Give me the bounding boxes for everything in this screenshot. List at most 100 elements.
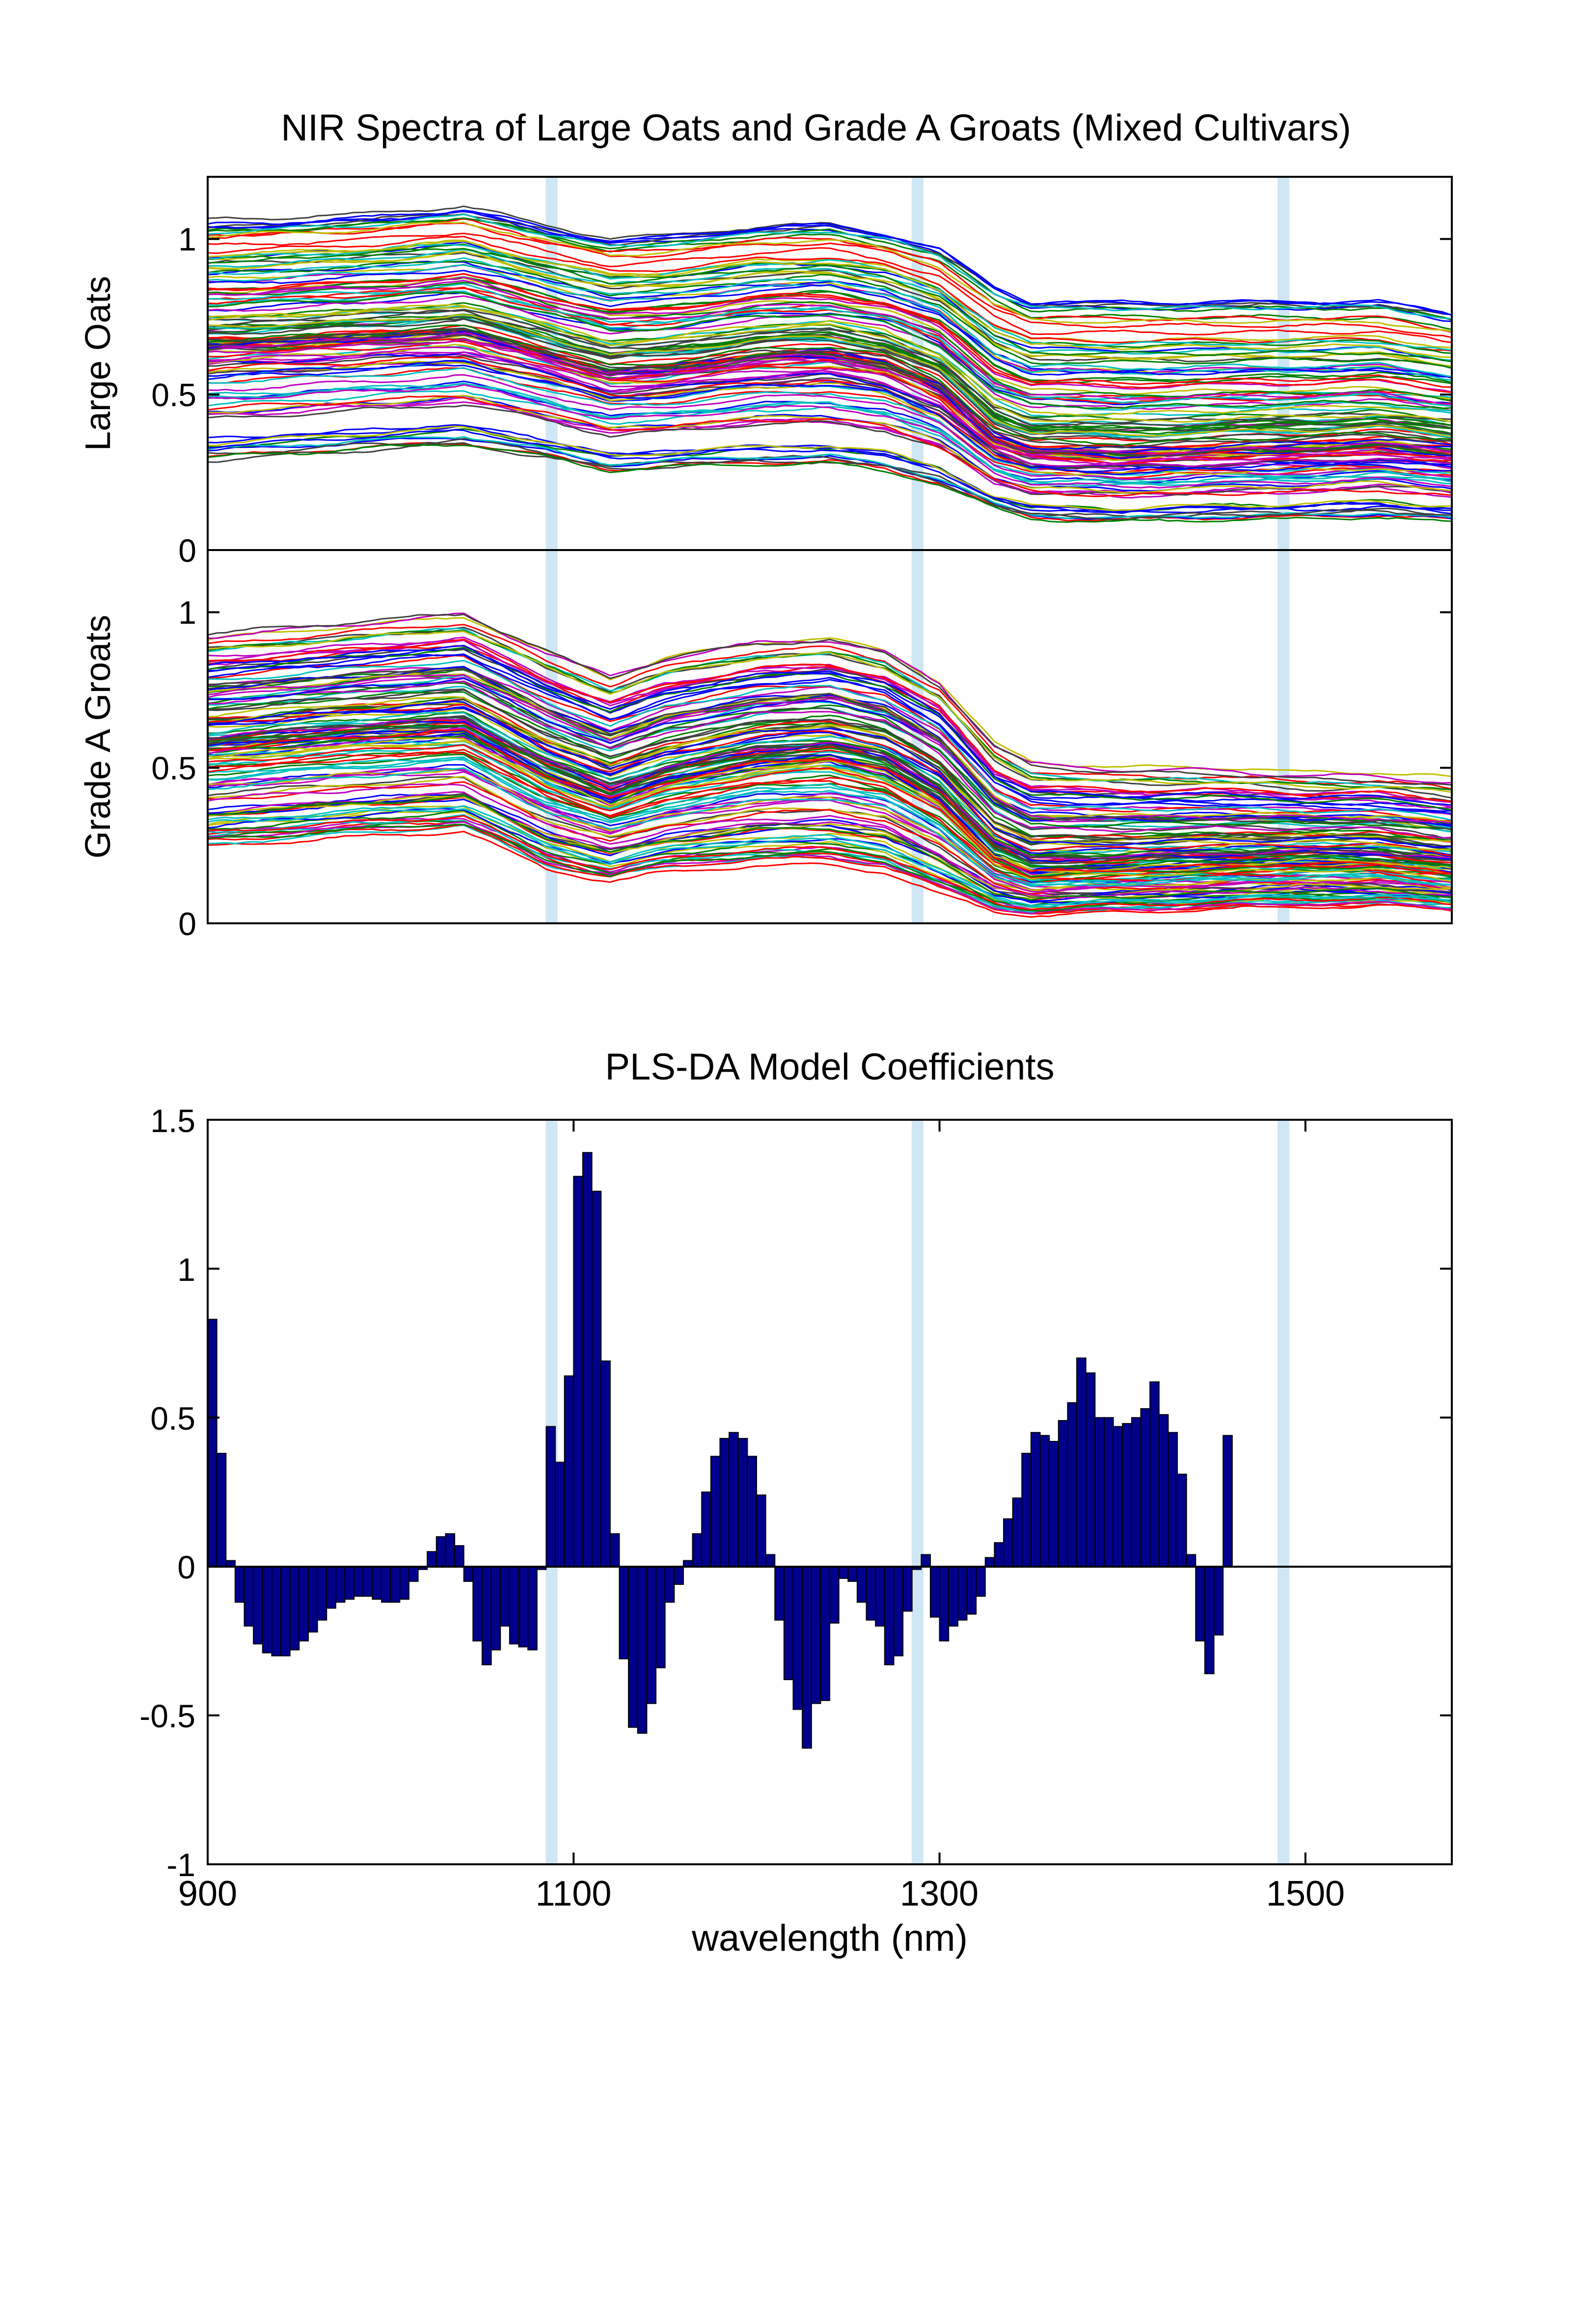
spectrum-line bbox=[207, 244, 1452, 351]
spectrum-line bbox=[207, 236, 1452, 352]
y-axis-label: Grade A Groats bbox=[79, 615, 118, 858]
spectrum-line bbox=[207, 395, 1452, 492]
spectrum-line bbox=[207, 740, 1452, 879]
y-tick-label-1: 1 bbox=[177, 1251, 195, 1288]
spectra-lines bbox=[207, 205, 1452, 523]
y-tick-label-1: 1 bbox=[178, 221, 196, 257]
coefficient-bar-910 bbox=[225, 1560, 236, 1567]
coefficient-bar-1345 bbox=[1021, 1453, 1032, 1567]
coefficient-bar-1035 bbox=[454, 1545, 464, 1567]
coefficient-bar-1200 bbox=[756, 1494, 766, 1567]
coefficient-bar-1165 bbox=[692, 1533, 703, 1567]
coefficient-bar-1280 bbox=[902, 1566, 913, 1612]
spectrum-line bbox=[207, 291, 1452, 409]
spectrum-line bbox=[207, 700, 1452, 848]
spectrum-line bbox=[207, 221, 1452, 332]
spectrum-line bbox=[207, 667, 1452, 830]
spectrum-line bbox=[207, 429, 1452, 514]
spectrum-line bbox=[207, 724, 1452, 867]
spectrum-line bbox=[207, 612, 1452, 784]
spectrum-line bbox=[207, 681, 1452, 839]
coefficient-bar-1210 bbox=[774, 1566, 785, 1621]
coefficient-bar-1175 bbox=[710, 1456, 721, 1567]
coefficient-bar-1105 bbox=[582, 1152, 593, 1567]
spectrum-line bbox=[207, 830, 1452, 918]
spectrum-line bbox=[207, 384, 1452, 489]
coefficient-bar-1425 bbox=[1168, 1432, 1178, 1567]
spectrum-line bbox=[207, 232, 1452, 343]
coefficient-bar-970 bbox=[335, 1566, 346, 1603]
y-tick-label-0: 0 bbox=[178, 532, 196, 569]
coefficient-bar-1455 bbox=[1223, 1435, 1233, 1567]
spectrum-line bbox=[207, 210, 1452, 316]
highlight-band-1288 bbox=[911, 1120, 924, 1864]
spectrum-line bbox=[207, 314, 1452, 437]
coefficient-bar-1290 bbox=[921, 1554, 931, 1567]
coefficient-bar-925 bbox=[253, 1566, 263, 1645]
coefficient-bar-1185 bbox=[729, 1432, 739, 1567]
spectrum-line bbox=[207, 767, 1452, 887]
coefficient-bar-1000 bbox=[390, 1566, 401, 1603]
axis-ticks bbox=[207, 1119, 1452, 1865]
spectrum-line bbox=[207, 306, 1452, 423]
coefficient-bar-1450 bbox=[1213, 1566, 1224, 1636]
spectrum-line bbox=[207, 270, 1452, 379]
spectrum-line bbox=[207, 260, 1452, 369]
spectrum-line bbox=[207, 660, 1452, 821]
spectrum-line bbox=[207, 346, 1452, 465]
coefficient-bar-1440 bbox=[1195, 1566, 1205, 1642]
spectrum-line bbox=[207, 728, 1452, 875]
spectrum-line bbox=[207, 711, 1452, 861]
coefficient-bar-1040 bbox=[463, 1566, 474, 1582]
spectrum-line bbox=[207, 442, 1452, 521]
y-tick-label-1: 1 bbox=[178, 594, 196, 631]
spectra-title: NIR Spectra of Large Oats and Grade A Gr… bbox=[281, 107, 1351, 149]
y-tick-label-0.5: 0.5 bbox=[151, 750, 196, 786]
coefficient-bar-1430 bbox=[1177, 1473, 1187, 1567]
coefficient-bar-980 bbox=[353, 1566, 364, 1597]
spectrum-line bbox=[207, 791, 1452, 896]
spectrum-line bbox=[207, 428, 1452, 512]
coefficient-bar-1025 bbox=[435, 1536, 446, 1567]
x-tick-label-1300: 1300 bbox=[900, 1874, 979, 1913]
spectrum-line bbox=[207, 252, 1452, 369]
spectrum-line bbox=[207, 689, 1452, 847]
y-ticks bbox=[208, 611, 1452, 924]
coefficient-bar-1390 bbox=[1103, 1417, 1114, 1567]
coefficient-bar-1120 bbox=[609, 1533, 620, 1567]
spectrum-line bbox=[207, 808, 1452, 908]
spectrum-line bbox=[207, 444, 1452, 523]
spectrum-line bbox=[207, 805, 1452, 907]
coefficient-bar-935 bbox=[271, 1566, 282, 1657]
x-axis-label: wavelength (nm) bbox=[691, 1917, 968, 1959]
coefficient-bar-1350 bbox=[1030, 1432, 1041, 1567]
spectrum-line bbox=[207, 283, 1452, 407]
coefficient-bar-1160 bbox=[682, 1560, 693, 1567]
spectrum-line bbox=[207, 329, 1452, 457]
y-tick-label--1: -1 bbox=[166, 1847, 195, 1883]
coefficient-bar-920 bbox=[244, 1566, 254, 1627]
coefficient-bar-1415 bbox=[1149, 1381, 1160, 1567]
coefficient-bar-1400 bbox=[1122, 1423, 1132, 1567]
spectrum-line bbox=[207, 613, 1452, 786]
coefficient-bar-1355 bbox=[1039, 1435, 1050, 1567]
coefficients-panel: PLS-DA Model Coefficients -1 -0.5 0 0.5 … bbox=[139, 1046, 1453, 1959]
coefficient-bar-1295 bbox=[929, 1566, 940, 1618]
coefficient-bar-1100 bbox=[573, 1176, 583, 1567]
spectrum-line bbox=[207, 821, 1452, 915]
coefficient-bar-995 bbox=[381, 1566, 391, 1603]
coefficient-bar-1360 bbox=[1049, 1440, 1059, 1567]
coefficient-bar-1410 bbox=[1140, 1408, 1151, 1567]
coefficient-bar-1055 bbox=[490, 1566, 501, 1651]
spectrum-line bbox=[207, 309, 1452, 425]
coefficient-bar-965 bbox=[326, 1566, 336, 1609]
coefficient-bar-940 bbox=[280, 1566, 291, 1657]
coefficient-bar-1215 bbox=[783, 1566, 794, 1681]
spectrum-line bbox=[207, 795, 1452, 901]
spectrum-line bbox=[207, 668, 1452, 830]
spectrum-line bbox=[207, 636, 1452, 808]
spectrum-line bbox=[207, 424, 1452, 513]
coefficient-bar-1205 bbox=[765, 1554, 776, 1567]
coefficient-bar-930 bbox=[262, 1566, 272, 1654]
